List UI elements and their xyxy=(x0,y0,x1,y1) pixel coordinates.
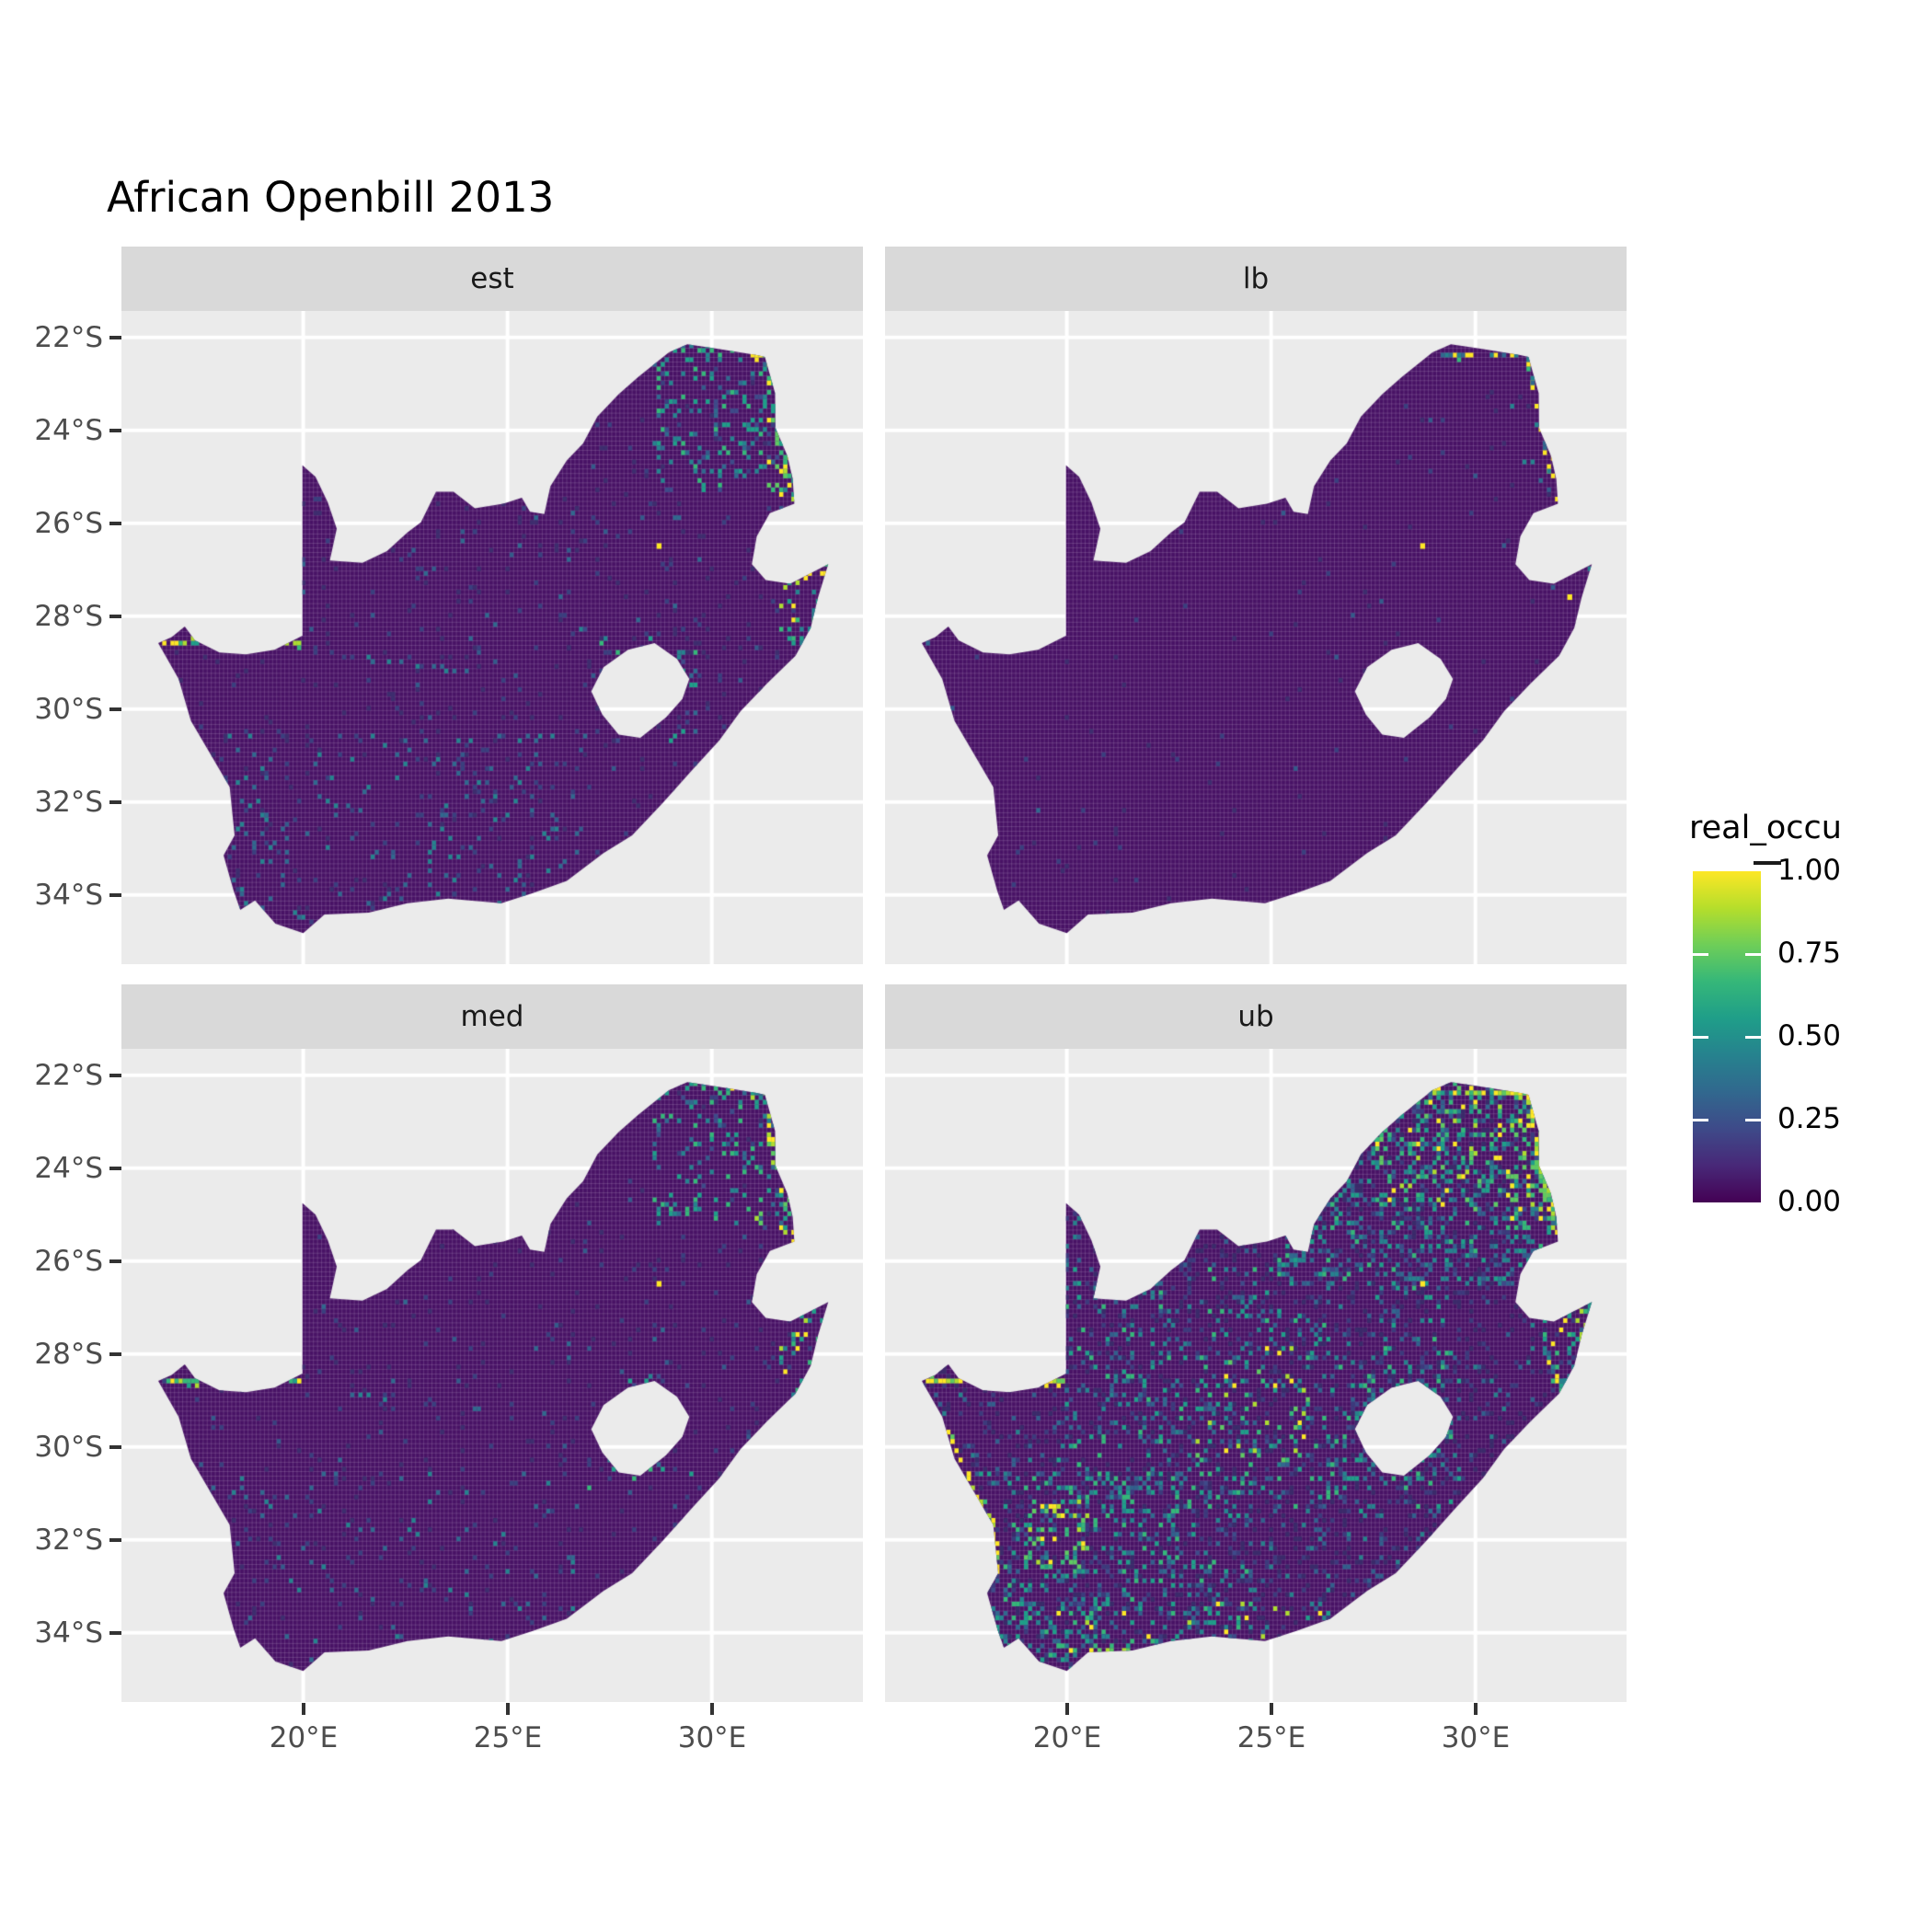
legend-top-tick xyxy=(1754,861,1781,865)
x-axis-label: 20°E xyxy=(269,1721,339,1754)
x-tick xyxy=(1065,1703,1069,1715)
legend-tick-label: 0.00 xyxy=(1777,1185,1842,1218)
map-panel-ub xyxy=(885,1049,1627,1702)
y-tick xyxy=(109,893,121,897)
y-axis-label: 24°S xyxy=(34,1152,103,1185)
legend-title: real_occu xyxy=(1689,810,1842,846)
x-axis-label: 30°E xyxy=(1441,1721,1511,1754)
legend-tick-label: 1.00 xyxy=(1777,854,1842,887)
legend-tick xyxy=(1745,1036,1761,1039)
map-panel-est xyxy=(121,311,863,964)
x-tick xyxy=(506,1703,510,1715)
y-axis-label: 24°S xyxy=(34,414,103,447)
legend-tick xyxy=(1693,1036,1708,1039)
legend-tick xyxy=(1745,1119,1761,1121)
y-tick xyxy=(109,522,121,525)
legend-tick xyxy=(1693,953,1708,956)
legend-tick-label: 0.75 xyxy=(1777,937,1842,970)
facet-label-ub: ub xyxy=(1237,1000,1274,1033)
y-axis-label: 28°S xyxy=(34,600,103,633)
y-axis-label: 30°S xyxy=(34,1431,103,1464)
x-axis-label: 30°E xyxy=(677,1721,747,1754)
y-tick xyxy=(109,1445,121,1449)
y-tick xyxy=(109,1167,121,1170)
facet-label-med: med xyxy=(460,1000,524,1033)
legend-tick xyxy=(1745,953,1761,956)
y-axis-label: 22°S xyxy=(34,1059,103,1092)
y-tick xyxy=(109,1074,121,1077)
facet-strip-med: med xyxy=(121,984,863,1049)
y-tick xyxy=(109,429,121,432)
y-axis-label: 32°S xyxy=(34,1524,103,1557)
legend-tick-label: 0.25 xyxy=(1777,1102,1842,1135)
facet-strip-ub: ub xyxy=(885,984,1627,1049)
y-axis-label: 22°S xyxy=(34,321,103,354)
y-axis-label: 30°S xyxy=(34,693,103,726)
x-axis-label: 25°E xyxy=(473,1721,543,1754)
y-tick xyxy=(109,800,121,804)
y-axis-label: 26°S xyxy=(34,507,103,540)
facet-label-est: est xyxy=(470,262,514,295)
map-panel-lb xyxy=(885,311,1627,964)
y-tick xyxy=(109,1538,121,1542)
x-axis-label: 20°E xyxy=(1032,1721,1102,1754)
facet-strip-lb: lb xyxy=(885,247,1627,311)
plot-title: African Openbill 2013 xyxy=(107,173,555,222)
facet-label-lb: lb xyxy=(1242,262,1270,295)
y-axis-label: 28°S xyxy=(34,1338,103,1371)
y-axis-label: 34°S xyxy=(34,879,103,912)
x-tick xyxy=(302,1703,305,1715)
x-tick xyxy=(1474,1703,1478,1715)
legend-tick-label: 0.50 xyxy=(1777,1019,1842,1052)
y-tick xyxy=(109,1631,121,1635)
y-axis-label: 34°S xyxy=(34,1616,103,1650)
x-tick xyxy=(1270,1703,1273,1715)
y-tick xyxy=(109,1259,121,1263)
facet-strip-est: est xyxy=(121,247,863,311)
y-tick xyxy=(109,615,121,618)
y-tick xyxy=(109,707,121,711)
x-axis-label: 25°E xyxy=(1236,1721,1306,1754)
x-tick xyxy=(710,1703,714,1715)
y-axis-label: 32°S xyxy=(34,786,103,819)
y-axis-label: 26°S xyxy=(34,1245,103,1278)
y-tick xyxy=(109,336,121,339)
y-tick xyxy=(109,1352,121,1356)
legend-tick xyxy=(1693,1119,1708,1121)
map-panel-med xyxy=(121,1049,863,1702)
